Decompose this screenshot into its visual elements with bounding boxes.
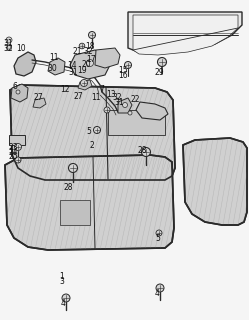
Text: 16: 16: [119, 71, 128, 80]
Polygon shape: [78, 80, 92, 90]
Polygon shape: [108, 110, 165, 135]
Text: 32: 32: [3, 44, 13, 52]
Text: 23: 23: [9, 143, 18, 152]
Circle shape: [156, 230, 162, 236]
Circle shape: [6, 45, 11, 51]
Text: 17: 17: [86, 55, 96, 64]
Text: 19: 19: [77, 66, 87, 75]
Circle shape: [14, 143, 21, 150]
Circle shape: [88, 31, 96, 38]
Text: 29: 29: [155, 68, 164, 76]
Text: 11: 11: [49, 53, 58, 62]
Text: 4: 4: [154, 289, 159, 298]
Circle shape: [80, 79, 87, 86]
Polygon shape: [136, 102, 168, 120]
Text: 32: 32: [112, 93, 122, 102]
Circle shape: [158, 58, 167, 67]
Polygon shape: [5, 155, 174, 250]
Circle shape: [15, 157, 21, 163]
Text: 13: 13: [106, 90, 116, 99]
Polygon shape: [95, 48, 120, 68]
Circle shape: [128, 111, 132, 115]
Text: 1: 1: [59, 272, 64, 281]
Circle shape: [94, 126, 101, 133]
Text: 4: 4: [61, 299, 66, 308]
Polygon shape: [133, 15, 238, 55]
Polygon shape: [60, 200, 90, 225]
Text: 11: 11: [91, 93, 101, 102]
Text: 20: 20: [81, 60, 91, 68]
Text: 3: 3: [59, 277, 64, 286]
Text: 12: 12: [60, 85, 69, 94]
Circle shape: [104, 107, 110, 113]
Text: 14: 14: [67, 61, 77, 70]
Text: 15: 15: [119, 66, 128, 75]
Text: 28: 28: [64, 183, 73, 192]
Polygon shape: [128, 12, 242, 53]
Circle shape: [16, 90, 20, 94]
Text: 25: 25: [9, 152, 18, 161]
Text: 10: 10: [16, 44, 26, 52]
Text: 31: 31: [69, 68, 78, 76]
Text: 6: 6: [12, 82, 17, 91]
Text: 7: 7: [100, 85, 105, 94]
Text: 2: 2: [90, 141, 95, 150]
Circle shape: [123, 102, 127, 108]
Polygon shape: [10, 85, 175, 180]
Text: 22: 22: [131, 95, 140, 104]
Text: 5: 5: [86, 127, 91, 136]
Polygon shape: [9, 135, 25, 145]
Polygon shape: [118, 98, 132, 113]
Polygon shape: [33, 98, 46, 108]
Circle shape: [141, 148, 150, 156]
Circle shape: [79, 43, 85, 49]
Circle shape: [124, 61, 131, 68]
Text: 27: 27: [34, 93, 43, 102]
Text: 27: 27: [74, 92, 83, 100]
Text: 31: 31: [115, 98, 124, 107]
Circle shape: [62, 294, 70, 302]
Text: 24: 24: [9, 148, 18, 156]
Text: 18: 18: [85, 42, 94, 51]
Text: 28: 28: [137, 146, 147, 155]
Text: 5: 5: [156, 234, 161, 243]
Polygon shape: [14, 52, 36, 76]
Circle shape: [156, 284, 164, 292]
Circle shape: [6, 37, 12, 43]
Polygon shape: [183, 138, 247, 225]
Text: 21: 21: [72, 47, 82, 56]
Text: 32: 32: [84, 47, 93, 56]
Circle shape: [86, 60, 94, 67]
Polygon shape: [70, 50, 110, 79]
Polygon shape: [48, 58, 65, 75]
Text: 31: 31: [3, 39, 13, 48]
Circle shape: [68, 164, 77, 172]
Polygon shape: [11, 84, 28, 102]
Text: 30: 30: [47, 64, 57, 73]
